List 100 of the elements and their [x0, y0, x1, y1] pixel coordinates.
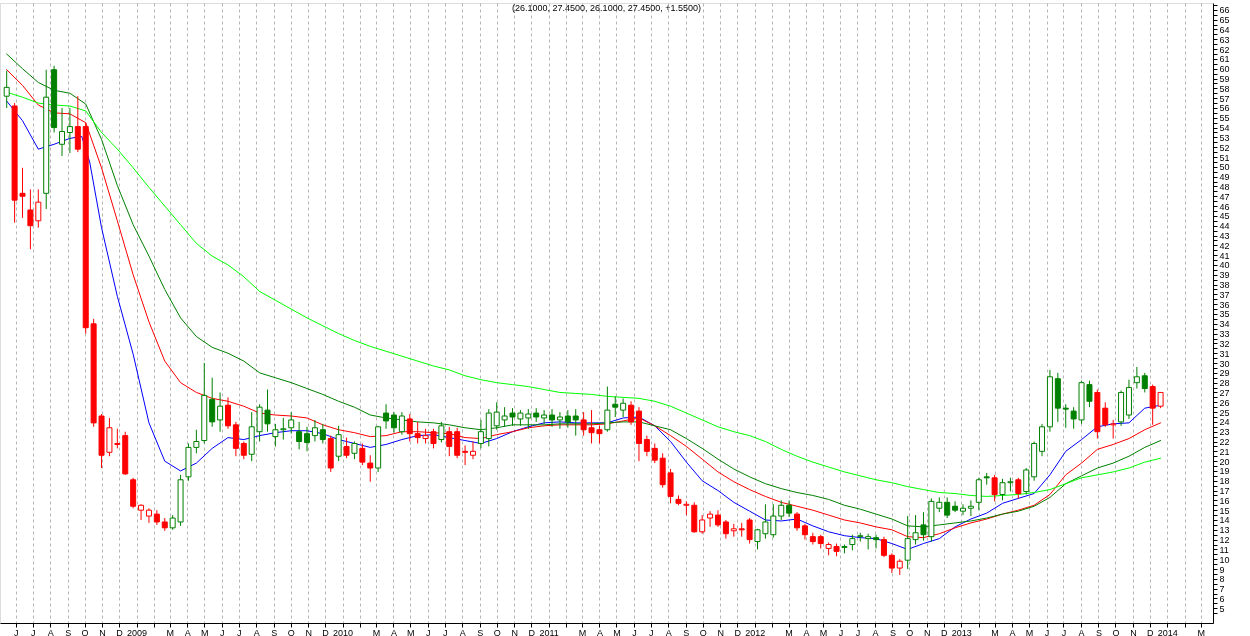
candlestick [572, 408, 579, 437]
y-tick-label: 25 [1219, 407, 1230, 418]
candlestick [1110, 419, 1117, 440]
y-tick-label: 49 [1219, 172, 1230, 183]
candlestick [438, 421, 445, 443]
y-tick-label: 10 [1219, 554, 1230, 565]
candlestick [477, 419, 484, 449]
x-tick-label: D [1147, 627, 1155, 636]
candlestick [217, 391, 224, 433]
x-tick-label: A [1009, 627, 1016, 636]
candlestick [873, 534, 880, 549]
x-tick-label: J [13, 627, 19, 636]
x-tick-label: S [1095, 627, 1102, 636]
y-tick-label: 40 [1219, 260, 1230, 271]
candlestick [1062, 403, 1069, 429]
x-tick-label: N [99, 627, 106, 636]
candlestick [991, 474, 998, 502]
x-tick-label: O [699, 627, 707, 636]
y-tick-label: 37 [1219, 289, 1230, 300]
y-tick-label: 15 [1219, 505, 1230, 516]
x-tick-label: M [372, 627, 381, 636]
candlestick [556, 411, 563, 430]
candlestick [643, 435, 650, 457]
x-tick-label: S [889, 627, 896, 636]
candlestick [975, 477, 982, 511]
y-tick-label: 63 [1219, 34, 1230, 45]
x-tick-label: J [236, 627, 242, 636]
x-tick-label: A [665, 627, 672, 636]
y-tick-label: 45 [1219, 211, 1230, 222]
candlestick [541, 409, 548, 425]
x-tick-label: M [819, 627, 828, 636]
candlestick [786, 499, 793, 518]
y-tick-label: 51 [1219, 152, 1230, 163]
x-tick-label: O [287, 627, 295, 636]
y-tick-label: 29 [1219, 368, 1230, 379]
x-tick-label: M [991, 627, 999, 636]
candlestick [794, 511, 801, 532]
y-tick-label: 43 [1219, 231, 1230, 241]
candlestick [367, 454, 374, 483]
x-tick-label: A [803, 627, 810, 636]
y-tick-label: 26 [1219, 397, 1230, 408]
y-tick-label: 59 [1219, 74, 1230, 85]
x-tick-label: 2014 [1157, 627, 1178, 636]
x-tick-label: M [1197, 627, 1205, 636]
y-tick-label: 60 [1219, 64, 1230, 75]
x-tick-label: A [184, 627, 191, 636]
candlestick [311, 419, 318, 443]
y-tick-label: 36 [1219, 299, 1230, 310]
x-tick-label: S [477, 627, 484, 636]
candlestick [967, 499, 974, 517]
y-tick-label: 23 [1219, 427, 1230, 438]
x-tick-label: 2012 [745, 627, 766, 636]
x-tick-label: O [906, 627, 914, 636]
candlestick [651, 442, 658, 464]
candlestick [390, 411, 397, 434]
y-tick-label: 58 [1219, 83, 1230, 94]
y-tick-label: 41 [1219, 250, 1230, 261]
x-tick-label: J [1044, 627, 1050, 636]
candlestick [359, 442, 366, 466]
x-tick-label: S [65, 627, 72, 636]
x-tick-label: O [493, 627, 501, 636]
y-tick-label: 8 [1219, 574, 1225, 585]
candlestick [944, 496, 951, 519]
y-tick-label: 47 [1219, 191, 1230, 202]
x-tick-label: J [632, 627, 637, 636]
y-tick-label: 50 [1219, 162, 1230, 173]
x-tick-label: M [1025, 627, 1034, 636]
y-tick-label: 52 [1219, 142, 1230, 153]
candlestick [288, 411, 295, 435]
y-tick-label: 20 [1219, 456, 1230, 467]
candlestick [224, 396, 231, 430]
candlestick [59, 107, 66, 157]
candlestick [319, 423, 326, 444]
x-tick-label: J [649, 627, 654, 636]
y-tick-label: 56 [1219, 103, 1230, 114]
y-tick-label: 16 [1219, 495, 1230, 506]
x-tick-label: O [1112, 627, 1120, 636]
y-tick-label: 11 [1219, 544, 1229, 555]
candlestick [612, 395, 619, 418]
x-tick-label: D [941, 627, 949, 636]
x-tick-label: M [407, 627, 415, 636]
x-tick-label: D [116, 627, 124, 636]
candlestick [952, 500, 959, 513]
candlestick [1141, 372, 1148, 393]
y-tick-label: 5 [1219, 603, 1225, 614]
candlestick [707, 510, 714, 528]
candlestick [74, 95, 81, 153]
x-tick-label: J [443, 627, 448, 636]
x-tick-label: D [734, 627, 742, 636]
y-tick-label: 64 [1219, 24, 1230, 35]
candlestick [232, 421, 239, 457]
x-tick-label: N [511, 627, 518, 636]
y-tick-label: 9 [1219, 564, 1225, 575]
y-tick-label: 18 [1219, 476, 1230, 487]
candlestick [296, 421, 303, 450]
y-tick-label: 13 [1219, 525, 1230, 536]
chart-title: (26.1000, 27.4500, 26.1000, 27.4500, +1.5500) [512, 3, 701, 13]
x-tick-label: O [81, 627, 89, 636]
y-tick-label: 27 [1219, 387, 1230, 398]
y-tick-label: 57 [1219, 93, 1230, 104]
